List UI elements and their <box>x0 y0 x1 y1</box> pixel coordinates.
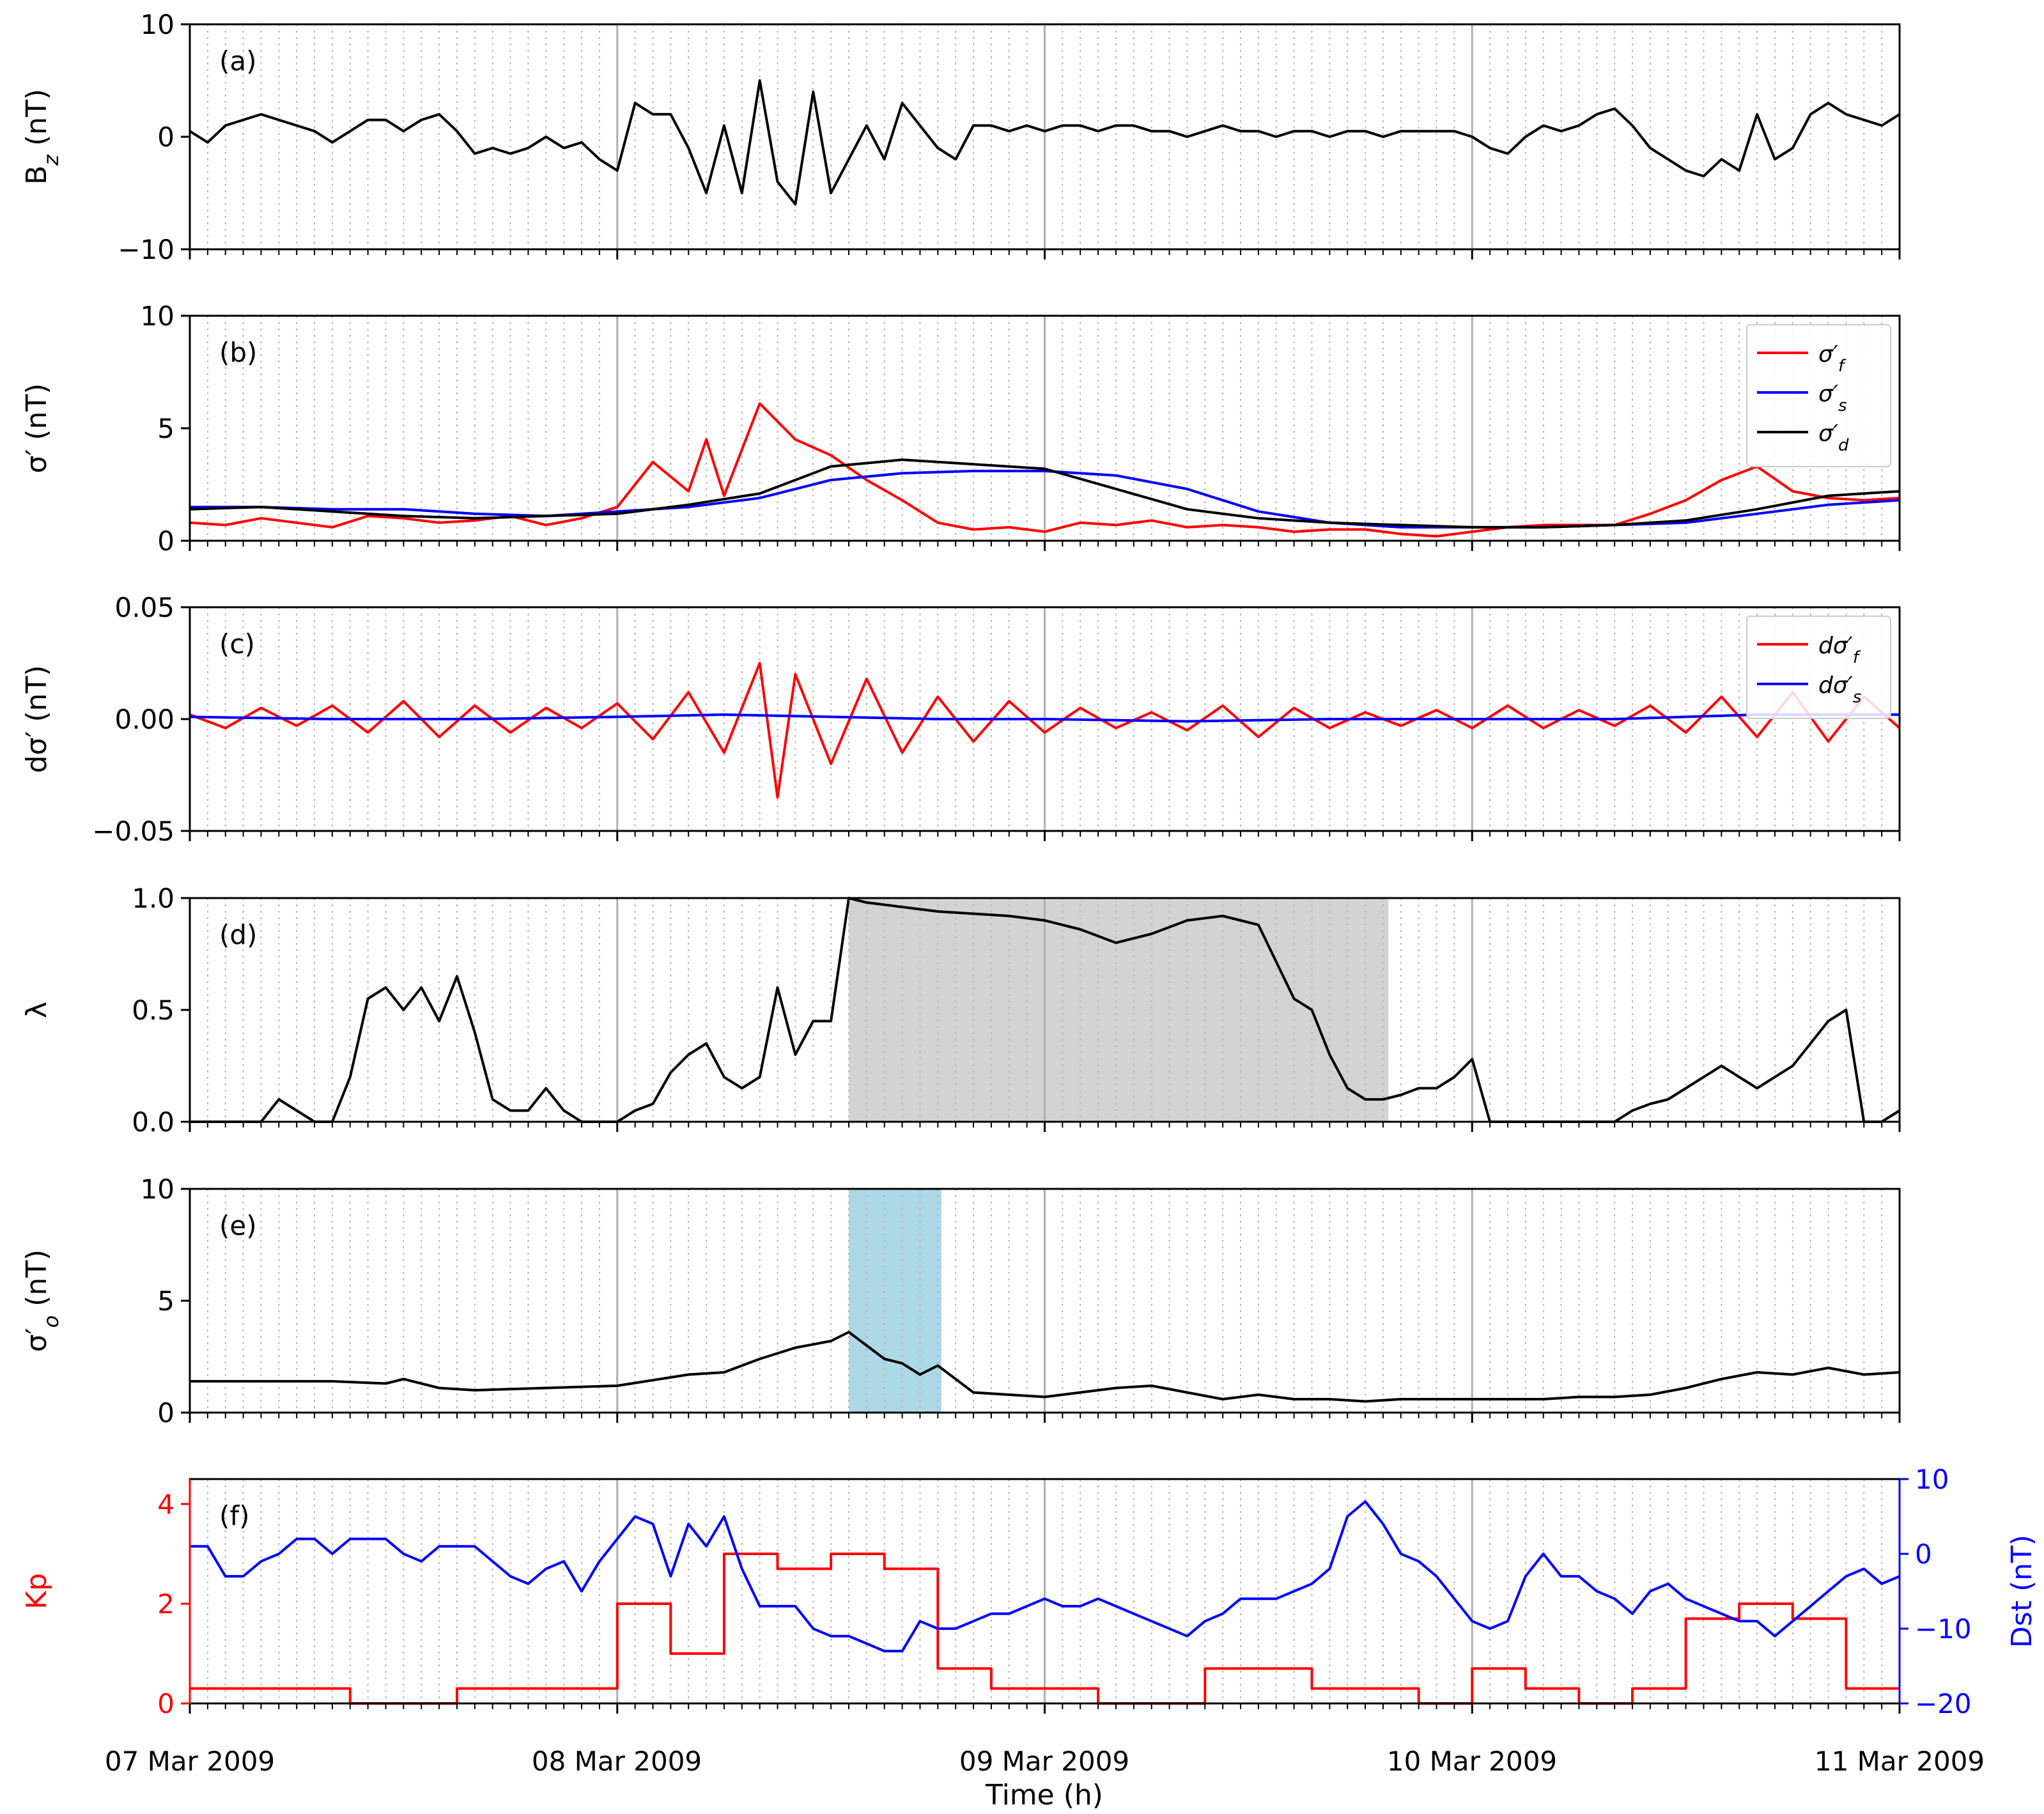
legend-label: σ′d <box>1818 421 1849 455</box>
panel-e: 10 5 0 (e) σ′o (nT) <box>20 1174 1901 1429</box>
panel-b: 10 5 0 (b) σ′ (nT) σ′f σ′s σ′d <box>20 300 1901 557</box>
panel-label-c: (c) <box>219 628 255 660</box>
y-right-tick-label: −10 <box>1915 1613 1972 1645</box>
panel-c: 0.050.00−0.05(c)dσ′ (nT)dσ′fdσ′s <box>20 592 1901 847</box>
y-axis-label-d: λ <box>20 1002 53 1018</box>
y-axis-label-e: σ′o (nT) <box>20 1250 63 1353</box>
y-tick-label: 0 <box>157 1688 174 1719</box>
y-tick-label: 10 <box>141 9 174 40</box>
series-line-c-0 <box>189 662 1901 799</box>
y-tick-label: 4 <box>157 1489 174 1520</box>
x-tick-label-4: 11 Mar 2009 <box>1815 1746 1985 1777</box>
legend-box-c <box>1746 616 1891 719</box>
y-axis-label-b: σ′ (nT) <box>20 384 53 474</box>
panel-label-a: (a) <box>219 45 257 77</box>
y-right-tick-label: 0 <box>1915 1539 1932 1570</box>
panel-label-d: (d) <box>219 919 257 950</box>
series-line-c-1 <box>189 713 1900 723</box>
series-line-e-0 <box>190 1331 1900 1403</box>
legend-label: σ′f <box>1818 341 1847 376</box>
y-tick-label: 0.00 <box>114 704 174 735</box>
panel-a: 10 0 −10 (a) Bz (nT) <box>20 9 1901 265</box>
y-tick-label: 0 <box>157 525 174 557</box>
y-tick-label: 10 <box>141 300 174 332</box>
panel-label-b: (b) <box>219 337 257 368</box>
y-tick-label: 5 <box>157 1285 174 1317</box>
legend-label: dσ′s <box>1818 672 1861 707</box>
y-tick-label: 2 <box>157 1588 174 1620</box>
series-line-a-0 <box>189 79 1901 206</box>
panel-f: 0 2 4 10 0 −10 −20 (f) Kp Dst (nT) <box>20 1464 2038 1719</box>
y-axis-label-right: Dst (nT) <box>2006 1535 2038 1648</box>
x-tick-label-3: 10 Mar 2009 <box>1387 1746 1557 1777</box>
shaded-span-e <box>848 1189 941 1413</box>
panel-label-e: (e) <box>219 1210 257 1241</box>
series-line-f-1 <box>190 1500 1900 1653</box>
y-tick-label: 10 <box>141 1174 174 1205</box>
y-axis-label-a: Bz (nT) <box>20 89 63 185</box>
panel-d: 1.0 0.5 0.0 (d) λ <box>20 883 1901 1138</box>
y-tick-label: 0.05 <box>114 592 174 623</box>
panel-label-f: (f) <box>219 1500 250 1531</box>
y-right-tick-label: −20 <box>1915 1688 1972 1719</box>
series-line-b-2 <box>189 458 1900 529</box>
y-tick-label: 1.0 <box>132 883 174 914</box>
y-axis-label-left: Kp <box>20 1573 53 1609</box>
x-tick-label-0: 07 Mar 2009 <box>105 1746 275 1777</box>
y-right-tick-label: 10 <box>1915 1464 1949 1495</box>
y-axis-label-c: dσ′ (nT) <box>20 665 53 773</box>
y-tick-label: 5 <box>157 413 174 444</box>
x-tick-label-2: 09 Mar 2009 <box>959 1746 1129 1777</box>
y-tick-label: 0 <box>157 1397 174 1429</box>
shaded-span-d <box>848 898 1389 1122</box>
y-tick-label: 0 <box>157 121 174 153</box>
series-line-d-0 <box>190 897 1901 1123</box>
y-tick-label: −0.05 <box>92 816 174 847</box>
y-tick-label: 0.0 <box>132 1106 174 1138</box>
legend-label: σ′s <box>1818 381 1847 415</box>
y-tick-label: 0.5 <box>132 995 174 1026</box>
y-tick-label: −10 <box>118 234 174 265</box>
x-axis-label: Time (h) <box>985 1779 1103 1811</box>
x-tick-label-1: 08 Mar 2009 <box>532 1746 702 1777</box>
